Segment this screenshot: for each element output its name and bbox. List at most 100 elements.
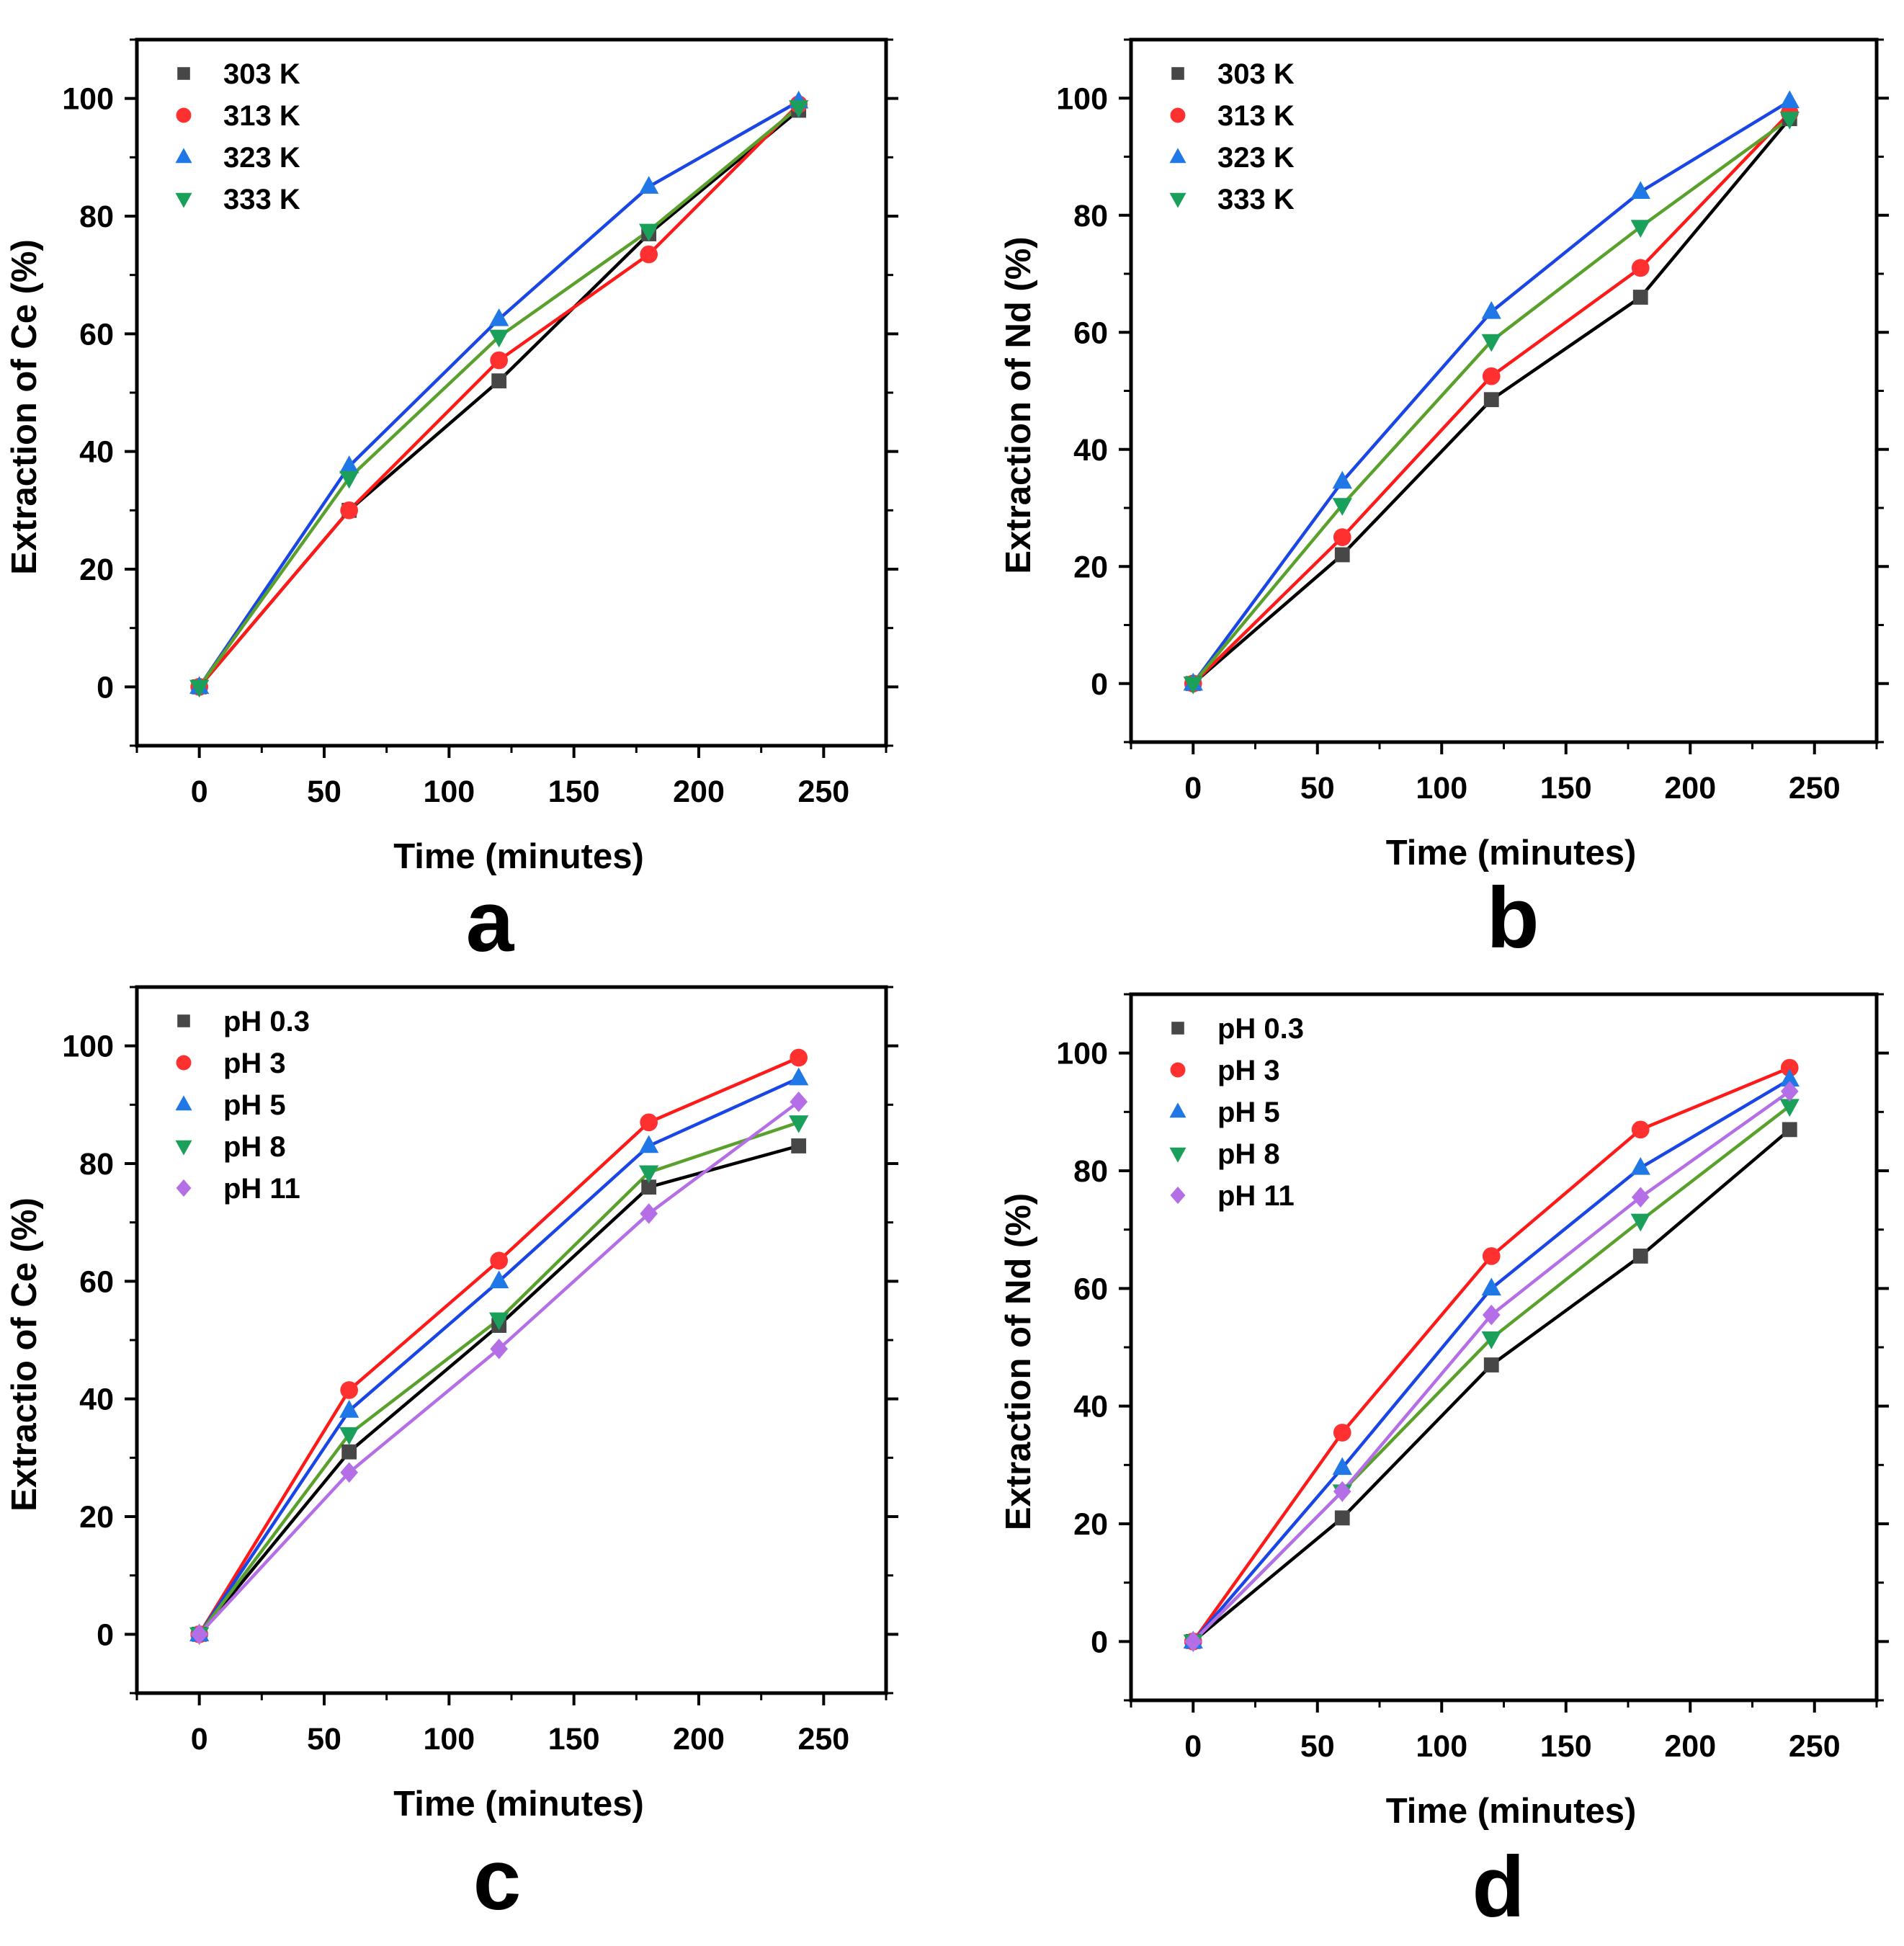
legend-marker-ph-0-3 [177, 1014, 190, 1027]
chart-panel-c: 0 50 100 150 200 250 0 20 40 60 80 100 Time (minutes… [5, 985, 898, 1928]
y-tick-label: 60 [79, 1264, 114, 1299]
series-line-ph-0-3 [197, 1144, 800, 1635]
x-tick-label: 200 [673, 775, 725, 809]
data-point-ph-0-3 [1334, 1510, 1350, 1526]
legend-marker-ph-3 [176, 1055, 192, 1071]
x-tick-label: 0 [191, 775, 208, 809]
data-point-ph-11 [640, 1203, 658, 1224]
data-point-303-k [1483, 392, 1499, 408]
data-point-ph-5 [639, 1135, 659, 1153]
data-point-ph-3 [1631, 1120, 1650, 1139]
data-point-ph-11 [490, 1338, 509, 1360]
data-point-ph-8 [789, 1115, 809, 1133]
x-tick-label: 200 [1664, 771, 1716, 805]
x-tick-label: 50 [1300, 1729, 1335, 1764]
legend-label-ph-0-3: pH 0.3 [1217, 1013, 1304, 1045]
legend-label-ph-8: pH 8 [223, 1131, 286, 1163]
y-axis-title: Extraction of Nd (%) [999, 236, 1038, 573]
data-point-303-k [491, 373, 507, 389]
data-point-ph-8 [1481, 1331, 1501, 1349]
y-tick-label: 40 [79, 1383, 114, 1417]
legend-marker-ph-3 [1170, 1062, 1186, 1078]
y-tick-label: 100 [62, 82, 114, 117]
legend-label-ph-0-3: pH 0.3 [223, 1006, 310, 1037]
legend-label-303-k: 303 K [223, 58, 300, 90]
data-point-ph-11 [1184, 1631, 1202, 1652]
data-point-ph-8 [1779, 1099, 1800, 1117]
y-tick-label: 100 [62, 1030, 114, 1064]
y-tick-label: 80 [1073, 199, 1108, 233]
data-point-ph-3 [1333, 1424, 1351, 1442]
y-tick-label: 0 [1091, 667, 1108, 702]
data-point-333-k [489, 329, 509, 348]
data-point-ph-5 [339, 1400, 359, 1418]
legend-marker-323-k [1169, 148, 1186, 164]
data-point-323-k [1779, 90, 1800, 109]
x-axis-title: Time (minutes) [393, 837, 644, 876]
data-point-ph-11 [190, 1624, 209, 1645]
panel-label: a [466, 873, 515, 970]
data-point-ph-5 [1332, 1457, 1352, 1476]
data-point-ph-0-3 [1632, 1249, 1648, 1264]
data-point-ph-8 [1630, 1213, 1650, 1232]
legend-label-313-k: 313 K [223, 100, 300, 132]
legend-label-303-k: 303 K [1217, 58, 1295, 90]
y-tick-label: 80 [1073, 1154, 1108, 1189]
y-tick-label: 20 [1073, 1507, 1108, 1542]
legend-marker-ph-8 [175, 1140, 192, 1156]
data-point-ph-0-3 [1483, 1357, 1499, 1373]
x-tick-label: 50 [1300, 771, 1335, 805]
legend-label-ph-3: pH 3 [1217, 1055, 1280, 1086]
data-point-ph-0-3 [791, 1138, 807, 1153]
legend-marker-323-k [175, 148, 192, 164]
panel-label: d [1472, 1839, 1524, 1935]
data-point-333-k [789, 100, 809, 118]
legend-marker-ph-8 [1169, 1147, 1186, 1163]
x-tick-label: 100 [1416, 1729, 1467, 1764]
data-point-333-k [1183, 677, 1203, 695]
chart-panel-a: 0 50 100 150 200 250 0 20 40 60 80 100 Time (minutes… [5, 37, 898, 970]
data-point-ph-11 [1631, 1187, 1650, 1208]
x-tick-label: 200 [1664, 1729, 1716, 1764]
data-point-ph-5 [1630, 1156, 1650, 1175]
x-tick-label: 150 [548, 775, 600, 809]
data-point-333-k [1779, 111, 1800, 130]
data-point-ph-0-3 [1782, 1122, 1797, 1138]
legend-label-ph-5: pH 5 [1217, 1097, 1280, 1128]
y-tick-label: 80 [79, 200, 114, 234]
y-tick-label: 40 [1073, 1390, 1108, 1424]
x-tick-label: 50 [307, 1722, 341, 1757]
y-tick-label: 40 [79, 435, 114, 470]
data-point-303-k [1632, 290, 1648, 305]
x-tick-label: 150 [1540, 1729, 1592, 1764]
x-tick-label: 100 [423, 775, 475, 809]
legend-marker-ph-11 [1170, 1186, 1186, 1205]
data-point-313-k [490, 351, 509, 370]
x-tick-label: 250 [1789, 1729, 1841, 1764]
y-tick-label: 0 [97, 1617, 114, 1652]
data-point-ph-11 [1333, 1481, 1351, 1502]
x-tick-label: 250 [1789, 771, 1841, 805]
legend-marker-313-k [176, 107, 192, 123]
data-point-323-k [639, 176, 659, 194]
legend-label-323-k: 323 K [223, 142, 300, 174]
data-point-ph-5 [1481, 1277, 1501, 1296]
data-point-323-k [1332, 470, 1352, 489]
data-point-ph-3 [340, 1381, 359, 1399]
y-axis-title: Extraction of Ce (%) [5, 239, 44, 575]
data-point-313-k [1333, 528, 1351, 546]
data-point-ph-3 [490, 1251, 509, 1270]
legend-marker-ph-5 [1169, 1102, 1186, 1118]
legend-label-ph-3: pH 3 [223, 1048, 286, 1079]
data-point-ph-8 [339, 1427, 359, 1445]
x-tick-label: 0 [1184, 1729, 1202, 1764]
legend-label-ph-11: pH 11 [1217, 1180, 1295, 1212]
data-point-333-k [1630, 220, 1650, 238]
legend-marker-ph-0-3 [1171, 1022, 1184, 1035]
x-tick-label: 100 [423, 1722, 475, 1757]
x-tick-label: 100 [1416, 771, 1467, 805]
data-point-ph-11 [1780, 1081, 1799, 1102]
data-point-ph-11 [340, 1462, 359, 1483]
data-point-ph-3 [1482, 1247, 1501, 1265]
